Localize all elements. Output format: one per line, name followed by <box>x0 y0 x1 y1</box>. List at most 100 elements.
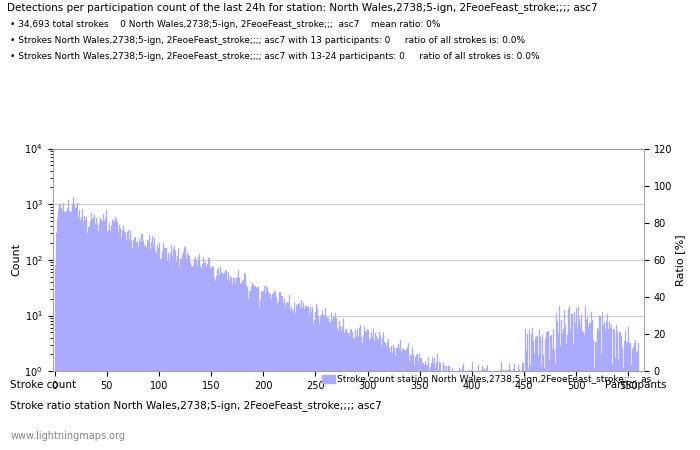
Bar <box>146 248 147 450</box>
Bar <box>302 308 303 450</box>
Bar <box>177 256 178 450</box>
Bar <box>274 291 275 450</box>
Bar <box>589 323 590 450</box>
Bar <box>187 253 188 450</box>
Bar <box>634 343 635 450</box>
Bar <box>285 307 286 450</box>
Bar <box>124 231 125 450</box>
Bar <box>618 359 620 450</box>
Bar <box>234 283 236 450</box>
Bar <box>102 222 103 450</box>
Bar <box>86 217 88 450</box>
Bar <box>321 315 322 450</box>
Bar <box>186 259 187 450</box>
Bar <box>330 314 332 450</box>
Bar <box>496 371 498 450</box>
Bar <box>636 353 637 450</box>
Bar <box>487 365 488 450</box>
Bar <box>82 209 83 450</box>
Bar <box>277 305 279 450</box>
Bar <box>222 273 223 450</box>
Bar <box>381 346 382 450</box>
Bar <box>566 344 567 450</box>
Bar <box>293 310 294 450</box>
Bar <box>181 259 183 450</box>
Bar <box>388 338 389 450</box>
Bar <box>254 287 256 450</box>
Bar <box>328 318 330 450</box>
Bar <box>598 316 600 450</box>
Bar <box>196 260 197 450</box>
Bar <box>141 234 143 450</box>
Bar <box>477 365 479 450</box>
Bar <box>469 370 470 450</box>
Bar <box>193 265 194 450</box>
Bar <box>375 333 377 450</box>
Bar <box>228 272 230 450</box>
Bar <box>245 274 246 450</box>
Bar <box>77 202 78 450</box>
Bar <box>594 368 596 450</box>
Bar <box>465 371 466 450</box>
Bar <box>158 248 160 450</box>
Bar <box>515 371 516 450</box>
Bar <box>68 200 69 450</box>
Bar <box>417 354 418 450</box>
Bar <box>206 267 207 450</box>
Bar <box>145 245 146 450</box>
Bar <box>154 238 155 450</box>
Bar <box>149 235 150 450</box>
Bar <box>395 356 396 450</box>
Bar <box>540 337 541 450</box>
Bar <box>322 311 323 450</box>
Bar <box>524 329 526 450</box>
Bar <box>253 285 254 450</box>
Bar <box>188 256 190 450</box>
Bar <box>461 371 462 450</box>
Bar <box>311 312 312 450</box>
Bar <box>582 331 583 450</box>
Bar <box>167 261 168 450</box>
Bar <box>588 327 589 450</box>
Bar <box>148 241 149 450</box>
Bar <box>268 292 269 450</box>
Bar <box>584 335 585 450</box>
Bar <box>299 303 300 450</box>
Bar <box>168 252 169 450</box>
Bar <box>312 307 313 450</box>
Bar <box>552 349 553 450</box>
Bar <box>398 344 400 450</box>
Bar <box>543 355 545 450</box>
Bar <box>173 249 174 450</box>
Bar <box>373 329 374 450</box>
Bar <box>454 371 455 450</box>
Bar <box>176 262 177 450</box>
Bar <box>346 329 347 450</box>
Bar <box>451 371 452 450</box>
Bar <box>152 236 153 450</box>
Bar <box>118 234 119 450</box>
Bar <box>528 330 530 450</box>
Bar <box>347 333 349 450</box>
Bar <box>568 309 569 450</box>
Bar <box>309 307 311 450</box>
Bar <box>626 342 627 450</box>
Bar <box>505 370 506 450</box>
Bar <box>230 276 232 450</box>
Bar <box>172 256 173 450</box>
Bar <box>562 333 564 450</box>
Bar <box>266 286 267 450</box>
Bar <box>547 331 549 450</box>
Bar <box>75 208 76 450</box>
Bar <box>272 294 273 450</box>
Bar <box>183 252 185 450</box>
Bar <box>144 246 145 450</box>
Bar <box>354 330 356 450</box>
Bar <box>506 370 507 450</box>
Bar <box>377 339 379 450</box>
Bar <box>613 329 615 450</box>
Bar <box>556 313 557 450</box>
Bar <box>581 315 582 450</box>
Bar <box>320 316 321 450</box>
Bar <box>290 310 291 450</box>
